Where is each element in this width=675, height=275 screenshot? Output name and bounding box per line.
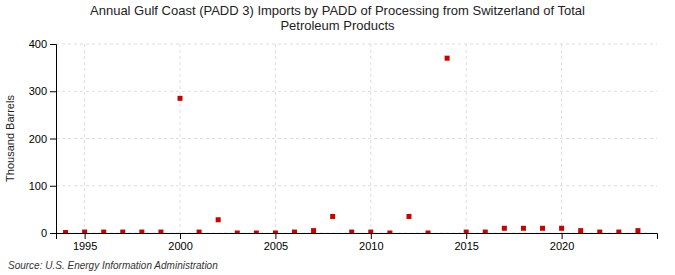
x-tick: 2005 xyxy=(264,233,288,252)
square-point xyxy=(540,226,545,231)
x-grid-line xyxy=(180,44,181,233)
y-tick-label: 100 xyxy=(29,180,47,192)
square-point xyxy=(406,214,411,219)
title-line: Petroleum Products xyxy=(280,18,395,33)
square-point xyxy=(330,214,335,219)
x-axis: 1995 2000 2005 2010 2015 2020 xyxy=(57,233,658,252)
x-tick: 1995 xyxy=(73,233,97,252)
square-point xyxy=(101,230,106,233)
square-point xyxy=(216,217,221,222)
square-point xyxy=(197,230,202,233)
grid xyxy=(56,44,657,233)
square-point xyxy=(426,231,431,234)
x-tick-mark xyxy=(275,233,276,239)
y-tick-mark xyxy=(50,91,56,92)
annotation: Source: U.S. Energy Information Administ… xyxy=(8,260,218,271)
x-tick-mark xyxy=(466,233,467,239)
square-point xyxy=(178,96,183,101)
x-tick-mark xyxy=(85,233,86,239)
x-tick-label: 1995 xyxy=(73,240,97,252)
y-tick-label: 0 xyxy=(41,227,47,239)
y-tick: 0 xyxy=(41,227,56,239)
x-tick: 2020 xyxy=(550,233,574,252)
x-tick-label: 2005 xyxy=(264,240,288,252)
y-tick-label: 200 xyxy=(29,133,47,145)
square-point xyxy=(445,56,450,61)
square-point xyxy=(635,228,640,233)
square-point xyxy=(502,226,507,231)
x-tick-mark xyxy=(371,233,372,239)
square-point xyxy=(254,231,259,234)
square-point xyxy=(235,231,240,234)
x-tick-label: 2000 xyxy=(168,240,192,252)
square-point xyxy=(139,230,144,233)
square-point xyxy=(63,230,68,233)
square-point xyxy=(559,226,564,231)
y-tick: 300 xyxy=(29,85,56,97)
square-point xyxy=(597,230,602,233)
y-grid-line xyxy=(56,91,657,92)
chart: 1995 2000 2005 2010 2015 2020 0 100 200 300 400 Ann… xyxy=(0,0,675,275)
square-point xyxy=(521,226,526,231)
x-grid-line xyxy=(466,44,467,233)
square-point xyxy=(292,230,297,233)
x-grid-line xyxy=(561,44,562,233)
x-tick: 2000 xyxy=(168,233,192,252)
square-point xyxy=(464,230,469,233)
square-point xyxy=(158,230,163,233)
x-grid-line xyxy=(370,44,371,233)
y-tick: 400 xyxy=(29,38,56,50)
square-point xyxy=(82,230,87,233)
y-tick-mark xyxy=(50,139,56,140)
square-point xyxy=(616,230,621,233)
y-tick-mark xyxy=(50,44,56,45)
y-grid-line xyxy=(56,185,657,186)
square-point xyxy=(483,230,488,233)
points xyxy=(63,56,640,233)
square-point xyxy=(368,230,373,233)
y-grid-line xyxy=(56,138,657,139)
y-axis-title: Thousand Barrels xyxy=(4,95,16,182)
x-axis-line xyxy=(57,234,658,240)
title-line: Annual Gulf Coast (PADD 3) Imports by PA… xyxy=(90,3,585,18)
title: Annual Gulf Coast (PADD 3) Imports by PA… xyxy=(90,3,585,33)
y-tick-mark xyxy=(50,233,56,234)
square-point xyxy=(387,231,392,234)
x-tick: 2015 xyxy=(454,233,478,252)
x-grid-line xyxy=(275,44,276,233)
plot: 1995 2000 2005 2010 2015 2020 0 100 200 300 400 xyxy=(29,38,658,252)
x-tick: 2010 xyxy=(359,233,383,252)
y-axis: 0 100 200 300 400 xyxy=(29,38,57,239)
y-tick-label: 300 xyxy=(29,85,47,97)
square-point xyxy=(311,228,316,233)
y-tick-mark xyxy=(50,186,56,187)
x-tick-mark xyxy=(562,233,563,239)
square-point xyxy=(120,230,125,233)
y-tick: 100 xyxy=(29,180,56,192)
y-tick: 200 xyxy=(29,133,56,145)
x-tick-mark xyxy=(180,233,181,239)
y-grid-line xyxy=(56,44,657,45)
square-point xyxy=(349,230,354,233)
x-grid-line xyxy=(84,44,85,233)
y-tick-label: 400 xyxy=(29,38,47,50)
x-tick-label: 2020 xyxy=(550,240,574,252)
x-tick-label: 2010 xyxy=(359,240,383,252)
square-point xyxy=(578,228,583,233)
square-point xyxy=(273,231,278,234)
y-axis-line xyxy=(50,45,57,234)
x-tick-label: 2015 xyxy=(454,240,478,252)
